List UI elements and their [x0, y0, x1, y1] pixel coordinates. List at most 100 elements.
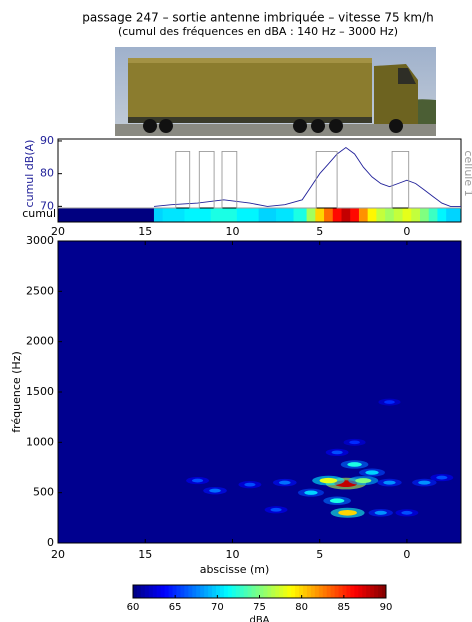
colorbar-cell [188, 585, 193, 598]
x-axis-label: abscisse (m) [200, 563, 270, 576]
title: passage 247 – sortie antenne imbriquée –… [82, 11, 434, 25]
y-tick-label: 1500 [26, 385, 54, 398]
strip-cell [358, 208, 369, 222]
x-tick-label-top: 10 [225, 225, 239, 238]
spot [329, 498, 345, 504]
colorbar-cell [156, 585, 162, 598]
colorbar-cell [168, 585, 174, 598]
y-tick-label: 1000 [26, 435, 54, 448]
subtitle: (cumul des fréquences en dBA : 140 Hz – … [118, 25, 398, 38]
colorbar-cell [192, 585, 197, 598]
x-tick-label-top: 5 [316, 225, 323, 238]
colorbar-cell [148, 585, 154, 598]
y-tick-label: 90 [40, 134, 54, 147]
colorbar-cell [255, 585, 260, 598]
line-axes [57, 138, 462, 209]
colorbar-cell [140, 585, 146, 598]
colorbar-cell [310, 585, 316, 598]
colorbar-cell [164, 585, 170, 598]
colorbar-cell [358, 585, 363, 598]
spot [191, 478, 204, 483]
strip-cell [446, 208, 457, 222]
y-axis-label: fréquence (Hz) [10, 351, 23, 433]
y-axis-label: cumul dB(A) [23, 140, 36, 208]
colorbar-cell [350, 585, 355, 598]
colorbar-cell [243, 585, 249, 598]
strip-cell [236, 208, 260, 222]
heatmap-background [58, 241, 461, 543]
strip-cell [437, 208, 447, 222]
colorbar-cell [362, 585, 367, 598]
spot [418, 480, 431, 485]
colorbar-cell [326, 585, 332, 598]
strip-cell [324, 208, 334, 222]
x-tick-label: 0 [403, 548, 410, 561]
colorbar-tick-label: 80 [295, 602, 308, 613]
spot [374, 510, 387, 515]
strip-cell [184, 208, 212, 222]
strip-cell [385, 208, 395, 222]
colorbar-cell [184, 585, 189, 598]
colorbar-tick-label: 75 [253, 602, 266, 613]
colorbar-cell [306, 585, 312, 598]
colorbar-cell [267, 585, 272, 598]
strip-cell [402, 208, 412, 222]
colorbar-cell [223, 585, 229, 598]
colorbar-cell [295, 585, 300, 598]
spot [349, 440, 360, 445]
colorbar-cell [227, 585, 233, 598]
colorbar-cell [208, 585, 213, 598]
strip-cell [153, 208, 164, 222]
colorbar-tick-label: 65 [169, 602, 182, 613]
colorbar-cell [152, 585, 158, 598]
y-tick-label: 70 [40, 199, 54, 212]
colorbar-cell [136, 585, 142, 598]
colorbar-tick-label: 90 [380, 602, 393, 613]
colorbar-cell [200, 585, 205, 598]
colorbar-cell [160, 585, 166, 598]
strip-cell [376, 208, 386, 222]
strip-cell [315, 208, 325, 222]
colorbar-cell [204, 585, 209, 598]
strip-cell [420, 208, 430, 222]
colorbar-cell [374, 585, 379, 598]
spot [270, 507, 282, 512]
colorbar-cell [251, 585, 257, 598]
strip-cell [428, 208, 438, 222]
colorbar-cell [334, 585, 340, 598]
x-tick-label-top: 15 [138, 225, 152, 238]
colorbar-cell [318, 585, 324, 598]
colorbar-cell [172, 585, 177, 598]
colorbar-cell [283, 585, 288, 598]
spot [304, 490, 318, 495]
spot [338, 509, 357, 516]
colorbar-cell [275, 585, 280, 598]
colorbar-cell [239, 585, 245, 598]
colorbar-cell [342, 585, 347, 598]
cellule-line [58, 150, 461, 209]
colorbar-cell [378, 585, 383, 598]
spot [436, 475, 448, 480]
strip-cell [210, 208, 238, 222]
colorbar-label: dBA [249, 615, 269, 622]
colorbar-cell [279, 585, 284, 598]
strip-cell [306, 208, 316, 222]
colorbar-cell [176, 585, 181, 598]
colorbar-cell [144, 585, 150, 598]
colorbar-cell [299, 585, 304, 598]
colorbar-cell [338, 585, 344, 598]
strip-cell [341, 208, 351, 222]
colorbar-cell [322, 585, 328, 598]
colorbar-cell [259, 585, 264, 598]
colorbar-cell [235, 585, 241, 598]
spot [355, 478, 372, 484]
x-tick-label: 10 [225, 548, 239, 561]
y-tick-label: 0 [47, 536, 54, 549]
spot [383, 480, 396, 485]
colorbar-tick-label: 85 [337, 602, 350, 613]
colorbar-cell [216, 585, 221, 598]
y-tick-label: 2500 [26, 284, 54, 297]
strip-cell [332, 208, 342, 222]
colorbar-cell [180, 585, 185, 598]
colorbar-cell [133, 585, 138, 598]
